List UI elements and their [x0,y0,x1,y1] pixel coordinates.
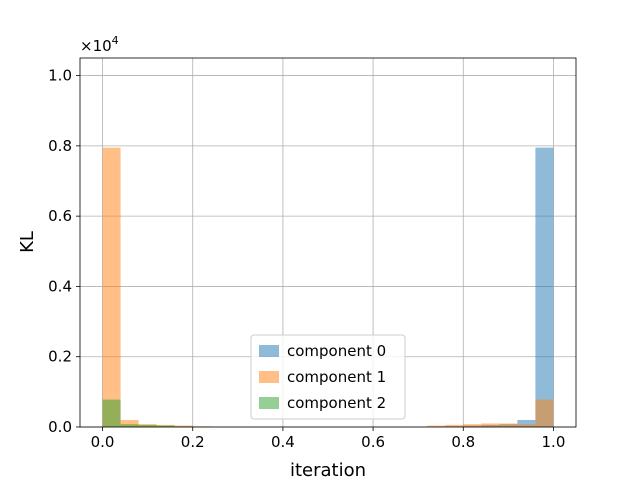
series-2-bars [102,399,193,427]
series-0-bars [445,147,554,427]
plot-frame [79,57,577,428]
y-axis-label: KL [17,231,38,253]
y-tick-label: 1.0 [48,67,72,85]
legend-swatch [259,345,279,357]
bar [102,399,121,427]
bar [517,424,536,427]
y-tick-label: 0.4 [48,277,72,295]
y-offset-text: ×104 [80,34,119,55]
y-tick-label: 0.6 [48,207,72,225]
bar [445,424,464,427]
legend-label: component 2 [287,394,386,412]
y-offset-exponent: 4 [112,34,119,47]
legend: component 0 component 1 component 2 [250,334,406,420]
legend-label: component 0 [287,342,386,360]
x-tick-label: 0.8 [451,433,475,451]
bar [481,423,500,427]
legend-frame [250,334,406,420]
bars [102,147,554,427]
x-tick-label: 0.6 [361,433,385,451]
bar [102,147,121,427]
bar [535,399,554,427]
x-tick-label: 0.4 [271,433,295,451]
bar [427,425,446,427]
x-tick-label: 0.0 [91,433,115,451]
x-tick-label: 0.2 [181,433,205,451]
y-tick-label: 0.2 [48,348,72,366]
bar [499,423,518,427]
bar [120,424,139,427]
bar [120,419,139,427]
x-tick-label: 1.0 [542,433,566,451]
bar [517,419,536,427]
x-axis-label: iteration [290,460,366,480]
bar [156,425,175,427]
y-tick-label: 0.8 [48,137,72,155]
bar [463,424,482,427]
y-tick-label: 0.0 [48,418,72,436]
ticks: 0.0 0.2 0.4 0.6 0.8 1.0 0.0 0.2 0.4 0.6 0.8 1.0 [48,67,565,451]
bar [138,424,157,427]
legend-label: component 1 [287,368,386,386]
legend-swatch [259,397,279,409]
legend-swatch [259,371,279,383]
bar [535,147,554,427]
